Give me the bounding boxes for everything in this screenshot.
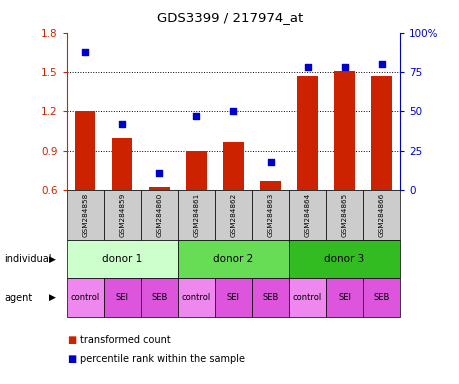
Text: ■: ■ (67, 354, 76, 364)
Text: SEB: SEB (151, 293, 167, 302)
Bar (149, 187, 169, 190)
Text: SEI: SEI (116, 293, 129, 302)
Bar (297, 76, 317, 190)
Text: control: control (70, 293, 100, 302)
Text: GSM284864: GSM284864 (304, 193, 310, 237)
Text: GSM284865: GSM284865 (341, 193, 347, 237)
Text: transformed count: transformed count (80, 335, 171, 345)
Point (192, 113, 200, 119)
Text: SEB: SEB (262, 293, 278, 302)
Text: ■: ■ (67, 335, 76, 345)
Text: SEI: SEI (226, 293, 240, 302)
Text: GSM284863: GSM284863 (267, 193, 273, 237)
Point (118, 121, 126, 127)
Text: individual: individual (5, 254, 52, 264)
Text: ▶: ▶ (50, 293, 56, 302)
Text: GSM284859: GSM284859 (119, 193, 125, 237)
Point (230, 108, 237, 114)
Point (81, 48, 89, 55)
Point (266, 159, 274, 165)
Text: control: control (292, 293, 321, 302)
Text: GSM284860: GSM284860 (156, 193, 162, 237)
Text: donor 1: donor 1 (102, 254, 142, 264)
Text: SEB: SEB (373, 293, 389, 302)
Text: GDS3399 / 217974_at: GDS3399 / 217974_at (157, 12, 302, 25)
Point (303, 64, 311, 70)
Text: GSM284866: GSM284866 (378, 193, 384, 237)
Text: SEI: SEI (337, 293, 350, 302)
Bar (186, 151, 206, 190)
Text: GSM284861: GSM284861 (193, 193, 199, 237)
Bar (371, 76, 391, 190)
Bar (334, 71, 354, 190)
Text: donor 3: donor 3 (324, 254, 364, 264)
Point (155, 170, 162, 176)
Text: control: control (181, 293, 211, 302)
Point (377, 61, 385, 67)
Text: GSM284862: GSM284862 (230, 193, 236, 237)
Text: percentile rank within the sample: percentile rank within the sample (80, 354, 245, 364)
Text: GSM284858: GSM284858 (82, 193, 88, 237)
Text: donor 2: donor 2 (213, 254, 253, 264)
Text: agent: agent (5, 293, 33, 303)
Bar (223, 142, 243, 190)
Bar (112, 137, 132, 190)
Text: ▶: ▶ (50, 255, 56, 264)
Bar (260, 181, 280, 190)
Point (340, 64, 347, 70)
Bar (75, 111, 95, 190)
